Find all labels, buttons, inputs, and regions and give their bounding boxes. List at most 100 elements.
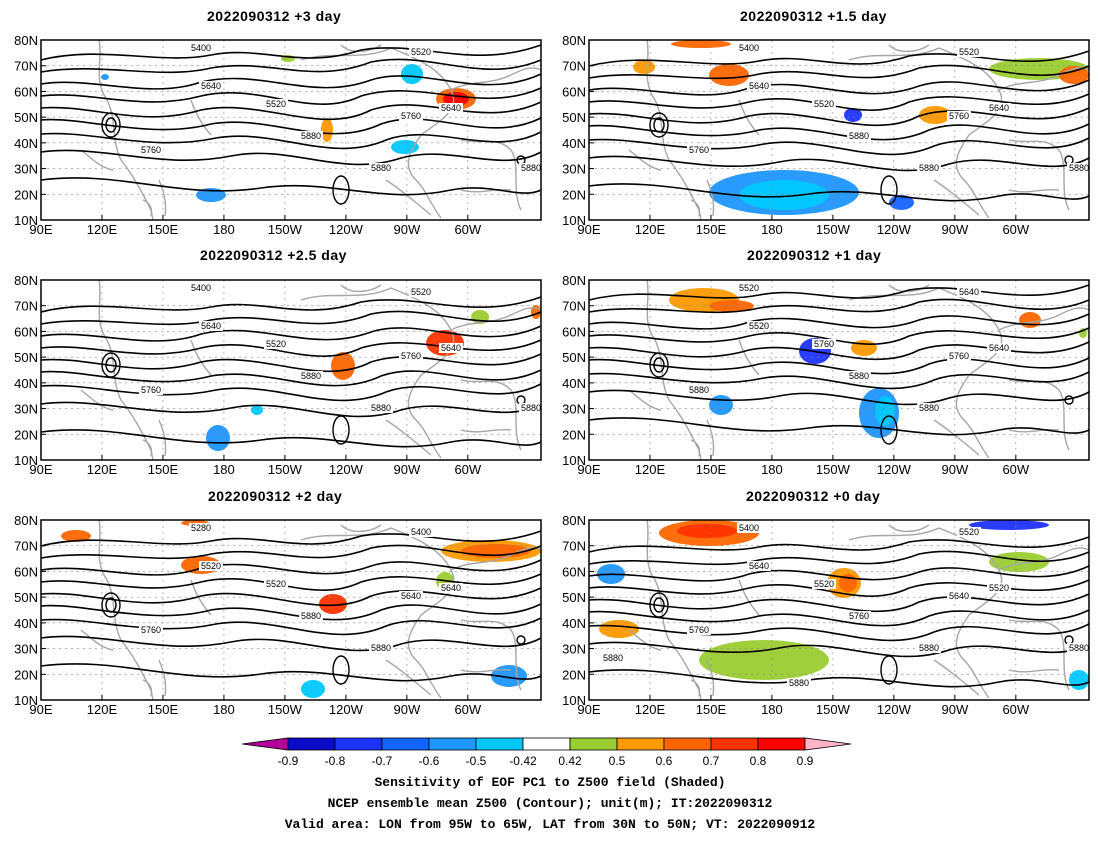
contour-label-bg bbox=[369, 163, 393, 173]
lat-tick-label: 50N bbox=[14, 590, 38, 605]
colorbar-label: -0.6 bbox=[419, 754, 440, 768]
z500-closed-contour bbox=[1064, 395, 1074, 405]
contour-label: 5880 bbox=[301, 611, 321, 621]
contour-label-bg bbox=[399, 111, 423, 121]
contour-label: 5880 bbox=[371, 403, 391, 413]
lat-tick-label: 10N bbox=[562, 693, 586, 708]
contour-label-bg bbox=[747, 321, 771, 331]
shaded-region bbox=[321, 118, 333, 142]
coastline bbox=[340, 284, 382, 293]
contour-label-bg bbox=[847, 611, 871, 621]
contour-label: 5760 bbox=[689, 625, 709, 635]
contour-label: 5880 bbox=[521, 163, 541, 173]
contour-label: 5760 bbox=[401, 351, 421, 361]
lon-tick-label: 60W bbox=[454, 222, 481, 237]
z500-closed-contour bbox=[332, 655, 350, 685]
coastline bbox=[690, 199, 701, 217]
contour-label-bg bbox=[737, 283, 761, 293]
lat-tick-label: 70N bbox=[562, 59, 586, 74]
contour-label-bg bbox=[917, 163, 941, 173]
shaded-region bbox=[1019, 312, 1041, 328]
lat-tick-label: 70N bbox=[14, 299, 38, 314]
contour-label: 5520 bbox=[411, 47, 431, 57]
lat-tick-label: 20N bbox=[562, 187, 586, 202]
z500-closed-contour bbox=[332, 175, 350, 205]
contour-label-bg bbox=[264, 339, 288, 349]
contour-label-bg bbox=[399, 591, 423, 601]
colorbar-box bbox=[428, 737, 477, 751]
shaded-region bbox=[599, 620, 639, 638]
contour-label-bg bbox=[299, 611, 323, 621]
z500-closed-contour bbox=[105, 117, 117, 133]
contour-label-bg bbox=[917, 403, 941, 413]
coastline bbox=[888, 284, 930, 293]
map-background bbox=[589, 520, 1089, 700]
shaded-region bbox=[61, 530, 91, 542]
shaded-region bbox=[969, 520, 1049, 530]
sensitivity-shading bbox=[597, 520, 1089, 690]
z500-contour bbox=[588, 550, 1090, 566]
shaded-region bbox=[844, 108, 862, 122]
contour-label: 5400 bbox=[739, 43, 759, 53]
contour-label-bg bbox=[812, 339, 836, 349]
contour-label-bg bbox=[812, 99, 836, 109]
contour-label: 5880 bbox=[371, 643, 391, 653]
contour-label: 5880 bbox=[603, 653, 623, 663]
z500-closed-contour bbox=[649, 592, 669, 618]
z500-closed-contour bbox=[1064, 635, 1074, 645]
lon-tick-label: 180 bbox=[213, 702, 235, 717]
colorbar-label: 0.6 bbox=[656, 754, 673, 768]
coastline bbox=[998, 307, 1090, 331]
contour-label: 5880 bbox=[919, 643, 939, 653]
coastline bbox=[450, 67, 542, 91]
contour-label: 5640 bbox=[749, 561, 769, 571]
z500-contour bbox=[40, 429, 542, 448]
coastline bbox=[998, 67, 1090, 91]
lat-tick-label: 10N bbox=[562, 213, 586, 228]
colorbar-box bbox=[475, 737, 524, 751]
lat-tick-label: 50N bbox=[14, 350, 38, 365]
lat-tick-label: 60N bbox=[14, 564, 38, 579]
colorbar-box bbox=[334, 737, 383, 751]
contour-label-bg bbox=[987, 103, 1011, 113]
colorbar-box bbox=[663, 737, 712, 751]
z500-contour bbox=[40, 310, 542, 326]
lat-tick-label: 40N bbox=[562, 136, 586, 151]
contour-label-bg bbox=[747, 561, 771, 571]
coastline bbox=[460, 428, 512, 433]
lat-tick-label: 50N bbox=[14, 110, 38, 125]
coastline bbox=[1008, 188, 1060, 193]
lat-tick-label: 20N bbox=[14, 667, 38, 682]
lon-tick-label: 90W bbox=[941, 702, 968, 717]
coastline bbox=[628, 629, 662, 651]
z500-contour bbox=[588, 327, 1090, 345]
contour-label-bg bbox=[737, 43, 761, 53]
coastline bbox=[190, 339, 212, 376]
coastline bbox=[450, 307, 542, 331]
map-frame bbox=[40, 279, 542, 461]
shaded-region bbox=[875, 396, 895, 426]
contour-label: 5280 bbox=[191, 523, 211, 533]
contour-label-bg bbox=[947, 111, 971, 121]
z500-contour bbox=[588, 183, 1090, 202]
map-plot-area: 5400 5520 5640 5520 5640 5760 5760 5880 5880 5880 bbox=[588, 39, 1091, 221]
contour-label: 5760 bbox=[949, 111, 969, 121]
contour-label-bg bbox=[1067, 163, 1091, 173]
z500-closed-contour bbox=[105, 357, 117, 373]
z500-closed-contour bbox=[516, 155, 526, 165]
contour-label: 5520 bbox=[266, 579, 286, 589]
contour-label: 5640 bbox=[441, 583, 461, 593]
lon-tick-label: 120E bbox=[635, 462, 666, 477]
z500-contour bbox=[40, 131, 542, 150]
contour-label: 5760 bbox=[814, 339, 834, 349]
z500-contour bbox=[40, 325, 542, 342]
shaded-region bbox=[633, 60, 655, 74]
contour-label: 5640 bbox=[749, 81, 769, 91]
contour-label: 5640 bbox=[989, 103, 1009, 113]
contour-label-bg bbox=[601, 653, 625, 663]
lat-tick-label: 70N bbox=[562, 539, 586, 554]
z500-contour bbox=[588, 155, 1090, 172]
lat-tick-label: 30N bbox=[562, 162, 586, 177]
map-plot-area: 5400 5520 5640 5520 5520 5640 5760 5760 5880 5880… bbox=[588, 519, 1091, 701]
